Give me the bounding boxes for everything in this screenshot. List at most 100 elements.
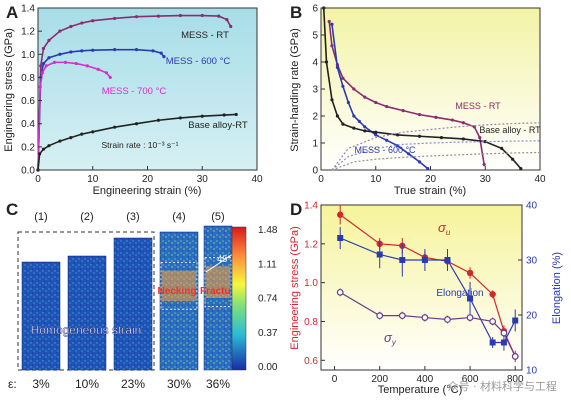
data-point-A-1 [151,49,155,53]
data-point-D-1 [500,339,507,346]
y-tick-label: 1.0 [21,50,35,61]
data-point-A-0 [156,14,161,18]
panel-a-y-ticks: 0.0 0.2 0.4 0.6 0.8 1.0 1.2 1.4 [21,4,42,177]
colorbar [231,226,247,371]
data-point-A-1 [134,48,139,52]
y-tick-label: 6 [312,4,318,15]
data-point-A-0 [178,13,182,18]
data-point-A-3 [156,118,161,122]
x-tick-label: 20 [425,174,437,185]
data-point-B-1 [341,84,345,88]
x-tick-label: 10 [87,174,99,185]
y-tick-label: 1 [312,139,318,150]
data-point-B-0 [327,19,331,24]
panel-c-label: C [6,200,18,219]
data-point-D-1 [337,235,344,241]
data-point-A-0 [200,13,204,18]
data-point-B-2 [511,157,515,161]
data-point-D-1 [489,339,496,346]
necking-box [160,261,198,310]
label-b-base-alloy: Base alloy - RT [479,125,541,135]
data-point-B-2 [324,60,329,64]
legend-mess-600: MESS - 600 °C [166,56,231,67]
x-tick-label: 0 [35,174,41,185]
panel-a-label: A [6,3,18,22]
data-point-D-2 [489,318,497,325]
data-point-B-0 [461,121,465,125]
data-point-D-0 [336,211,344,218]
series-line-B-5 [331,151,541,171]
colorbar-label: 1.11 [258,259,277,270]
panel-b-x-ticks: 0 10 20 30 40 [318,166,546,185]
y-tick-label: 0.6 [21,96,35,107]
strain-rate-annotation: Strain rate : 10⁻³ s⁻¹ [102,140,179,150]
data-point-B-1 [374,133,378,137]
data-point-A-0 [39,64,43,68]
strain-value: 36% [206,377,230,391]
data-point-A-1 [41,61,46,66]
data-point-A-1 [113,48,117,52]
data-point-D-2 [376,312,384,320]
data-point-A-2 [40,71,44,75]
y-tick-label: 0.2 [21,142,35,153]
data-point-B-1 [346,100,350,105]
data-point-D-2 [466,314,474,321]
data-point-A-0 [229,24,233,29]
data-point-A-1 [69,50,73,54]
x-tick-label: 0 [318,174,324,185]
x-tick-label: 10 [370,174,382,185]
strain-labels: 3% 10% 23% 30% 36% [32,377,230,391]
data-point-A-0 [225,17,229,22]
panel-b: B 0 10 20 30 40 0 1 2 3 4 5 6 True strain (%) Stra… [289,3,546,197]
data-point-A-3 [200,114,204,118]
data-point-A-3 [47,144,51,148]
data-point-B-2 [439,136,444,140]
panel-a: A 0 10 20 30 40 0.0 0.2 0.4 0.6 0.8 1.0 1.2 1.4 Eng… [3,3,263,197]
panel-d-y2-label: Elongation (%) [551,252,563,324]
necking-box [204,257,232,308]
specimen-2 [67,255,107,371]
panel-a-plot-area [37,7,258,171]
data-point-A-3 [234,112,238,117]
data-point-B-2 [341,122,345,126]
panel-c: C Homogeneous strain Necking Fracture 45… [6,200,278,391]
data-point-D-1 [376,251,383,258]
y-tick-label: 1.0 [304,278,318,289]
data-point-D-1 [421,257,428,263]
panel-a-series [36,13,238,172]
data-point-A-2 [85,64,89,68]
panel-d-plot-area [320,204,523,371]
data-point-A-0 [58,29,62,33]
series-line-B-4 [331,140,541,171]
data-point-A-0 [69,24,73,29]
data-point-A-1 [91,48,95,52]
specimen-number: (3) [126,211,139,223]
data-point-D-0 [466,269,474,277]
colorbar-label: 0.74 [258,294,278,305]
colorbar-label: 1.48 [258,225,278,236]
sigma-y-label: σy [384,330,397,347]
data-point-B-1 [385,138,389,142]
data-point-A-3 [38,152,42,156]
data-point-B-1 [357,119,361,123]
panel-d-series [336,205,519,363]
y-tick-label: 0.8 [21,73,35,84]
data-point-A-0 [217,14,221,18]
y-tick-label: 0.8 [304,317,318,328]
data-point-A-2 [63,60,67,64]
data-point-D-0 [489,291,496,298]
specimen-numbers: (1) (2) (3) (4) (5) [34,211,224,223]
data-point-B-2 [500,146,504,150]
series-line-B-3 [331,122,541,171]
data-point-B-2 [374,130,378,134]
y-tick-label: 5 [312,31,318,42]
y-tick-label: 3 [312,85,318,96]
x-tick-label: 800 [507,374,524,385]
panel-d: D 0 200 400 600 800 0.6 0.8 1.0 1.2 1.4 10 20 30 40… [289,200,563,396]
panel-d-y-label: Engineering stress (GPa) [289,226,301,350]
data-point-D-2 [398,312,406,320]
data-point-A-0 [91,19,95,23]
panel-d-x-ticks: 0 200 400 600 800 [332,366,524,385]
data-point-B-1 [417,160,422,164]
